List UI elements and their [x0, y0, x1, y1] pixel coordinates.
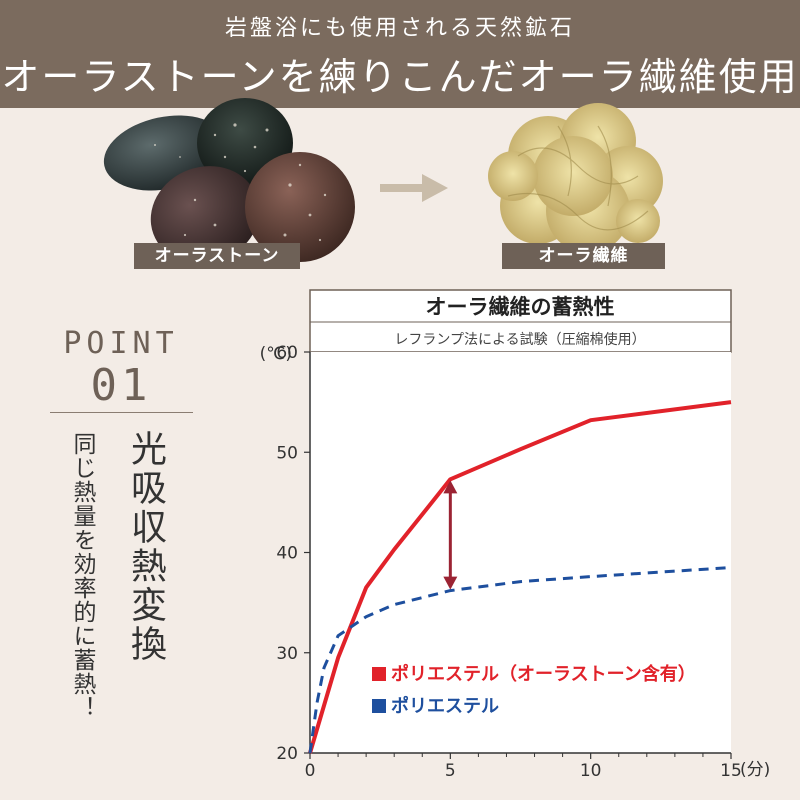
legend-swatch-1 [372, 667, 386, 681]
point-label: POINT [63, 326, 179, 361]
difference-arrow-head-up [443, 480, 458, 494]
x-unit-label: (分) [740, 760, 770, 780]
chart-title: オーラ繊維の蓄熱性 [426, 295, 615, 319]
y-tick-label: 60 [276, 343, 298, 363]
aura-stone-label: オーラストーン [134, 243, 300, 269]
y-tick-label: 30 [276, 644, 298, 664]
point-number: 01 [90, 360, 152, 411]
right-arrow-icon [380, 174, 448, 202]
y-tick-label: 20 [276, 744, 298, 764]
y-tick-label: 40 [276, 544, 298, 564]
plot-area [310, 352, 731, 753]
chart-subtitle: レフランプ法による試験（圧縮棉使用） [394, 331, 645, 348]
header-banner: 岩盤浴にも使用される天然鉱石 オーラストーンを練りこんだオーラ繊維使用 [0, 0, 800, 108]
series-line-1 [308, 400, 732, 754]
legend-label-2: ポリエステル [391, 695, 499, 717]
x-tick-label: 5 [445, 761, 456, 781]
y-unit-label: (℃) [260, 344, 292, 364]
aura-fiber-image [488, 103, 663, 253]
x-tick-label: 0 [305, 761, 316, 781]
x-tick-label: 10 [580, 761, 602, 781]
y-tick-label: 50 [276, 443, 298, 463]
point-body: 同じ熱量を効率的に蓄熱！ [69, 432, 95, 720]
difference-arrow-head-down [443, 576, 458, 590]
chart-title-box [309, 289, 732, 353]
legend-swatch-2 [372, 699, 386, 713]
point-divider [50, 412, 193, 413]
legend-label-1: ポリエステル（オーラストーン含有） [391, 663, 696, 685]
aura-stone-image [103, 98, 355, 264]
x-tick-label: 15 [720, 761, 742, 781]
aura-fiber-label: オーラ繊維 [502, 243, 665, 269]
header-subtitle: 岩盤浴にも使用される天然鉱石 [224, 16, 575, 41]
point-heading: 光吸収熱変換 [125, 430, 166, 664]
series-line-2 [308, 566, 732, 754]
header-title: オーラストーンを練りこんだオーラ繊維使用 [1, 55, 799, 99]
